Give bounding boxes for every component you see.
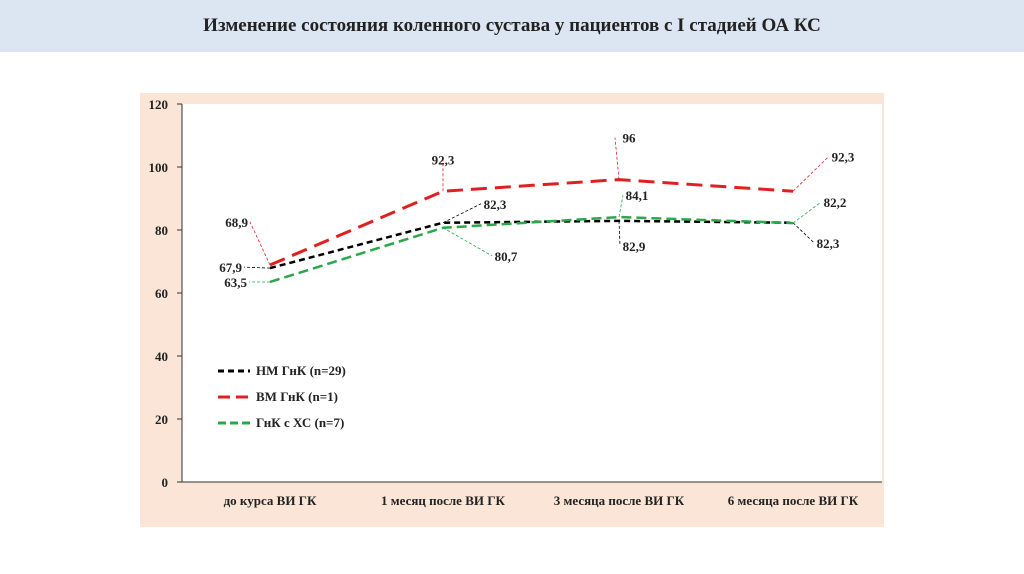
legend: НМ ГнК (n=29) ВМ ГнК (n=1) ГнК с ХС (n=7…	[218, 358, 346, 436]
leader-line	[792, 201, 822, 224]
series-line	[269, 178, 794, 267]
y-tick-label: 40	[155, 349, 168, 364]
data-label: 80,7	[495, 249, 518, 264]
data-label: 82,3	[484, 197, 507, 212]
x-tick-label: 6 месяца после ВИ ГК	[728, 493, 859, 508]
x-tick-label: до курса ВИ ГК	[224, 493, 317, 508]
legend-item-xc: ГнК с ХС (n=7)	[218, 410, 346, 436]
data-label: 96	[623, 131, 637, 146]
legend-swatch-nm-icon	[218, 369, 250, 373]
title-bar: Изменение состояния коленного сустава у …	[0, 0, 1024, 52]
legend-label: НМ ГнК (n=29)	[256, 363, 346, 378]
legend-item-vm: ВМ ГнК (n=1)	[218, 384, 346, 410]
data-label: 92,3	[432, 152, 455, 167]
leader-line	[618, 195, 624, 218]
y-tick-label: 120	[149, 97, 169, 112]
leader-line	[249, 221, 271, 266]
x-tick-label: 3 месяца после ВИ ГК	[554, 493, 685, 508]
leader-line	[442, 203, 482, 224]
legend-item-nm: НМ ГнК (n=29)	[218, 358, 346, 384]
data-label: 92,3	[832, 149, 855, 164]
leader-line	[243, 266, 271, 269]
data-label: 82,3	[817, 236, 840, 251]
y-tick-label: 0	[162, 475, 169, 490]
legend-swatch-vm-icon	[218, 395, 250, 399]
y-tick-label: 100	[149, 160, 169, 175]
legend-label: ВМ ГнК (n=1)	[256, 389, 338, 404]
leader-line	[614, 137, 620, 180]
series-line	[269, 215, 794, 284]
legend-label: ГнК с ХС (n=7)	[256, 415, 345, 430]
y-tick-label: 80	[155, 223, 168, 238]
x-tick-label: 1 месяц после ВИ ГК	[381, 493, 505, 508]
leader-line	[792, 222, 815, 244]
legend-swatch-xc-icon	[218, 421, 250, 425]
data-label: 84,1	[626, 188, 649, 203]
leader-line	[618, 220, 621, 246]
leader-line	[792, 155, 830, 192]
data-label: 63,5	[224, 275, 247, 290]
data-label: 82,9	[623, 239, 646, 254]
series-line	[269, 219, 794, 270]
plot-area	[182, 104, 882, 482]
y-tick-label: 60	[155, 286, 168, 301]
y-tick-label: 20	[155, 412, 168, 427]
data-label: 67,9	[219, 260, 242, 275]
data-label: 82,2	[824, 195, 847, 210]
page-title: Изменение состояния коленного сустава у …	[203, 15, 821, 36]
data-label: 68,9	[225, 215, 248, 230]
leader-line	[442, 227, 493, 257]
